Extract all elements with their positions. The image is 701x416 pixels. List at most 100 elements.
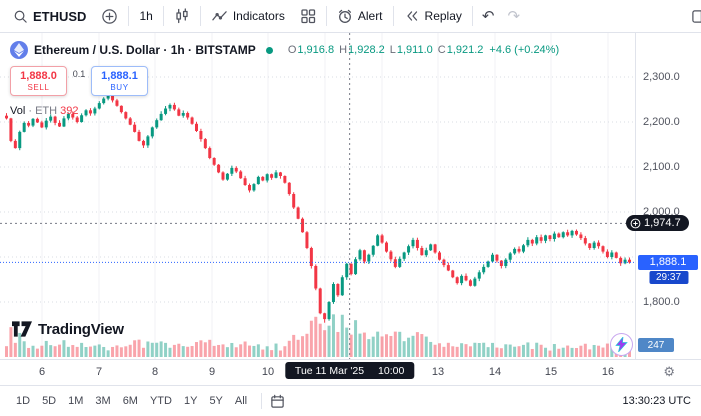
volume-axis-badge: 247 — [638, 338, 674, 352]
crosshair-price-badge[interactable]: 1,974.7 — [626, 215, 689, 232]
time-axis-label: 9 — [208, 366, 216, 378]
sell-label: SELL — [27, 83, 50, 92]
low-label: L — [389, 44, 396, 56]
volume-value: 392 — [60, 105, 79, 117]
market-status-dot[interactable] — [265, 46, 273, 54]
crosshair-price-value: 1,974.7 — [644, 217, 681, 230]
close-value: 1,921.2 — [446, 44, 484, 56]
alert-button[interactable]: Alert — [330, 3, 390, 29]
lightning-icon — [615, 337, 628, 352]
grid-layout-icon — [301, 9, 315, 24]
price-axis-label: 2,300.0 — [643, 71, 680, 83]
toolbar-separator — [128, 6, 130, 26]
time-axis-label: 7 — [95, 366, 103, 378]
bottom-toolbar: 1D 5D 1M 3M 6M YTD 1Y 5Y All 13:30:23 UTC — [0, 385, 701, 416]
time-axis-label: 6 — [38, 366, 46, 378]
ohlc-values: O 1,916.8 H 1,928.2 L 1,911.0 C 1,921.2 +4.6… — [283, 44, 559, 56]
chart-type-button[interactable] — [167, 3, 197, 29]
right-panel-toggle[interactable] — [691, 8, 701, 30]
tooltip-date: Tue 11 Mar '25 — [294, 364, 365, 377]
undo-icon[interactable]: ↶ — [481, 8, 495, 25]
buy-sell-panel: 1,888.0 SELL 0.1 1,888.1 BUY — [10, 66, 148, 96]
bar-countdown-badge: 29:37 — [648, 270, 689, 284]
symbol-search-button[interactable]: ETHUSD — [6, 3, 93, 29]
volume-symbol: · ETH — [28, 105, 58, 117]
volume-legend: Vol · ETH 392 — [10, 105, 79, 117]
price-axis-label: 2,100.0 — [643, 161, 680, 173]
time-axis-label: 8 — [151, 366, 159, 378]
time-scale[interactable]: 6 7 8 9 10 13 14 15 16 Tue 11 Mar '25 10:00 ⚙ — [0, 359, 701, 385]
interval-label: 1h — [139, 9, 153, 23]
tradingview-wordmark: TradingView — [38, 321, 124, 338]
layout-templates-button[interactable] — [293, 3, 323, 29]
add-alert-plus-icon — [630, 218, 641, 229]
close-label: C — [437, 44, 446, 56]
open-label: O — [287, 44, 297, 56]
interval-button[interactable]: 1h — [132, 3, 159, 29]
date-range-buttons: 1D 5D 1M 3M 6M YTD 1Y 5Y All — [10, 392, 253, 410]
crosshair-time-tooltip: Tue 11 Mar '25 10:00 — [284, 362, 415, 379]
plus-circle-icon — [102, 8, 118, 24]
alarm-clock-icon — [338, 9, 351, 23]
go-to-date-button[interactable] — [270, 394, 285, 409]
range-button-6m[interactable]: 6M — [122, 395, 138, 407]
range-button-1d[interactable]: 1D — [16, 395, 31, 407]
tooltip-time: 10:00 — [378, 364, 405, 377]
high-value: 1,928.2 — [348, 44, 385, 56]
time-axis-label: 15 — [544, 366, 558, 378]
price-axis-label: 2,000.0 — [643, 206, 680, 218]
top-toolbar: ETHUSD 1h Indicators Alert Replay — [0, 0, 701, 33]
replay-label: Replay — [424, 9, 462, 23]
low-value: 1,911.0 — [396, 44, 433, 56]
toolbar-separator — [199, 6, 201, 26]
open-value: 1,916.8 — [297, 44, 335, 56]
time-axis-label: 13 — [431, 366, 445, 378]
quantity-field[interactable]: 0.1 — [72, 69, 86, 79]
buy-price: 1,888.1 — [101, 70, 138, 82]
indicators-button[interactable]: Indicators — [204, 3, 292, 29]
sell-price: 1,888.0 — [20, 70, 57, 82]
change-value: +4.6 (+0.24%) — [489, 44, 560, 56]
range-button-1m[interactable]: 1M — [68, 395, 84, 407]
time-axis-label: 16 — [601, 366, 615, 378]
symbol-name: ETHUSD — [33, 8, 87, 24]
range-button-3m[interactable]: 3M — [95, 395, 111, 407]
symbol-legend: Ethereum / U.S. Dollar · 1h · BITSTAMP O… — [10, 41, 559, 59]
alert-label: Alert — [357, 9, 383, 23]
range-button-all[interactable]: All — [234, 395, 248, 407]
toolbar-separator — [392, 6, 394, 26]
bottombar-separator — [261, 393, 263, 409]
replay-rewind-icon — [406, 11, 417, 21]
calendar-icon — [271, 394, 284, 408]
panel-icon — [692, 10, 701, 23]
replay-button[interactable]: Replay — [397, 3, 469, 29]
redo-icon[interactable]: ↷ — [507, 8, 521, 25]
chart-pane[interactable]: Ethereum / U.S. Dollar · 1h · BITSTAMP O… — [0, 33, 635, 359]
price-scale[interactable]: 2,300.0 2,200.0 2,100.0 2,000.0 1,800.0 1,97… — [626, 33, 701, 359]
legend-title[interactable]: Ethereum / U.S. Dollar · 1h · BITSTAMP — [34, 43, 256, 57]
last-price-badge: 1,888.1 — [638, 254, 698, 270]
range-button-5d[interactable]: 5D — [42, 395, 57, 407]
range-button-1y[interactable]: 1Y — [183, 395, 198, 407]
buy-button[interactable]: 1,888.1 BUY — [91, 66, 148, 96]
price-axis-label: 2,200.0 — [643, 116, 680, 128]
sell-button[interactable]: 1,888.0 SELL — [10, 66, 67, 96]
tradingview-logo[interactable]: TradingView — [12, 321, 124, 338]
range-button-5y[interactable]: 5Y — [209, 395, 223, 407]
price-axis-label: 1,800.0 — [643, 296, 680, 308]
volume-label: Vol — [10, 105, 26, 117]
compare-symbol-button[interactable] — [94, 3, 125, 29]
scale-settings-gear-icon[interactable]: ⚙ — [663, 364, 675, 379]
high-label: H — [339, 44, 348, 56]
time-axis-label: 10 — [261, 366, 275, 378]
search-icon — [14, 10, 27, 23]
indicators-icon — [212, 10, 227, 20]
candlestick-icon — [176, 8, 188, 24]
time-axis-label: 14 — [488, 366, 502, 378]
clock-utc[interactable]: 13:30:23 UTC — [622, 395, 691, 407]
quick-trade-bolt-button[interactable] — [610, 333, 633, 356]
range-button-ytd[interactable]: YTD — [149, 395, 172, 407]
toolbar-separator — [162, 6, 164, 26]
indicators-label: Indicators — [232, 9, 285, 23]
